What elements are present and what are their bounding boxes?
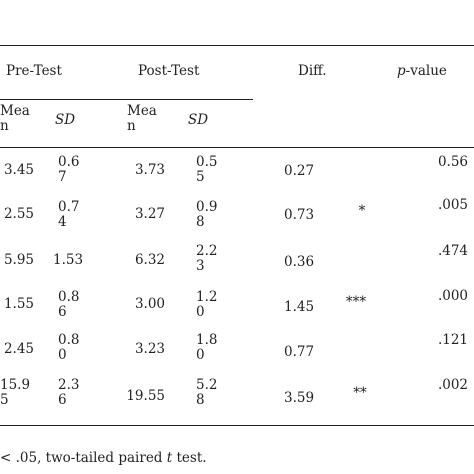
row-6-post-sd: 5.2 8 <box>196 377 218 408</box>
row-2-post-sd: 0.9 8 <box>196 199 218 230</box>
row-6-diff: 3.59 <box>284 390 315 406</box>
row-1-diff: 0.27 <box>284 163 315 179</box>
subheader-pre-mean-line1: Mea <box>0 103 30 119</box>
row-1-post-mean: 3.73 <box>134 162 165 178</box>
row-4-diff: 1.45 <box>284 299 315 315</box>
header-post-test: Post-Test <box>138 63 200 79</box>
row-6-p: .002 <box>437 377 468 393</box>
row-2-p: .005 <box>437 197 468 213</box>
subheader-rule <box>0 99 253 100</box>
row-2-post-mean: 3.27 <box>134 206 165 222</box>
row-6-sig: ** <box>353 385 367 401</box>
row-5-post-mean: 3.23 <box>134 341 165 357</box>
row-3-pre-sd: 1.53 <box>53 252 84 268</box>
footnote: < .05, two-tailed paired t test. <box>0 451 207 466</box>
row-6-pre-mean: 15.9 5 <box>0 377 31 408</box>
row-5-post-sd: 1.8 0 <box>196 332 218 363</box>
footnote-lead: < .05, two-tailed paired <box>0 450 167 466</box>
row-4-sig: *** <box>345 294 367 310</box>
header-bottom-rule <box>0 147 474 148</box>
row-2-pre-sd: 0.7 4 <box>58 199 80 230</box>
row-2-sig: * <box>358 203 366 219</box>
row-4-post-sd: 1.2 0 <box>196 289 218 320</box>
row-4-p: .000 <box>437 288 468 304</box>
header-p-letter: p <box>397 63 406 79</box>
row-3-p: .474 <box>437 243 468 259</box>
row-5-pre-sd: 0.8 0 <box>58 332 80 363</box>
row-5-pre-mean: 2.45 <box>3 341 34 357</box>
top-rule <box>0 45 474 46</box>
row-4-pre-mean: 1.55 <box>3 296 34 312</box>
header-p-suffix: -value <box>405 63 447 79</box>
subheader-post-mean-line1: Mea <box>127 103 157 119</box>
row-5-p: .121 <box>437 332 468 348</box>
row-3-pre-mean: 5.95 <box>3 252 34 268</box>
footnote-tail: test. <box>172 450 207 466</box>
row-1-p: 0.56 <box>437 154 468 170</box>
row-2-diff: 0.73 <box>284 207 315 223</box>
row-2-pre-mean: 2.55 <box>3 206 34 222</box>
bottom-rule <box>0 425 474 426</box>
row-5-diff: 0.77 <box>284 344 315 360</box>
row-3-post-sd: 2.2 3 <box>196 243 218 274</box>
header-diff: Diff. <box>298 63 327 79</box>
row-6-pre-sd: 2.3 6 <box>58 377 80 408</box>
subheader-post-mean: Mea n <box>127 104 157 134</box>
row-3-diff: 0.36 <box>284 254 315 270</box>
row-4-post-mean: 3.00 <box>134 296 165 312</box>
row-4-pre-sd: 0.8 6 <box>58 289 80 320</box>
header-p-value: p-value <box>397 64 447 79</box>
row-6-post-mean: 19.55 <box>126 388 165 404</box>
row-1-pre-mean: 3.45 <box>3 162 34 178</box>
row-1-pre-sd: 0.6 7 <box>58 154 80 185</box>
subheader-pre-sd: SD <box>55 112 76 128</box>
subheader-pre-mean-line2: n <box>0 118 9 134</box>
header-pre-test: Pre-Test <box>6 63 62 79</box>
row-3-post-mean: 6.32 <box>134 252 165 268</box>
subheader-post-mean-line2: n <box>127 118 136 134</box>
row-1-post-sd: 0.5 5 <box>196 154 218 185</box>
subheader-pre-mean: Mea n <box>0 104 30 134</box>
subheader-post-sd: SD <box>188 112 209 128</box>
footnote-t: t <box>166 450 173 466</box>
